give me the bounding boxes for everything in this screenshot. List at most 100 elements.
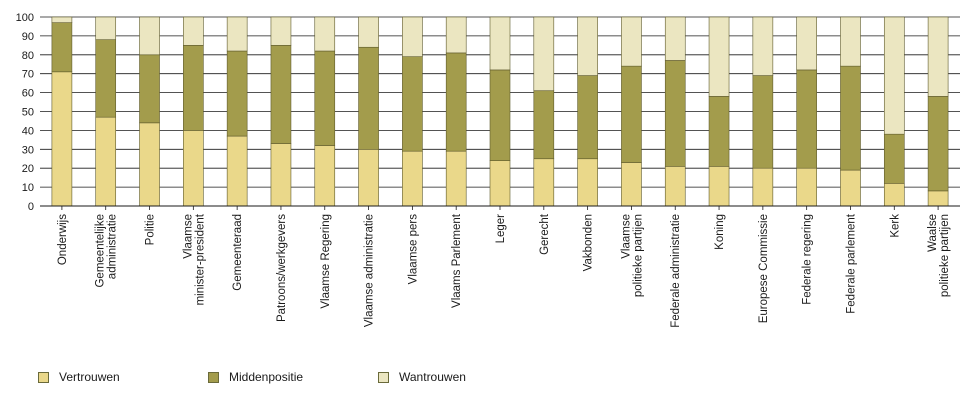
bar-segment-middenpositie: [139, 54, 160, 124]
x-tick-label: Waalse politieke partijen: [927, 214, 951, 297]
bar-segment-vertrouwen: [577, 158, 598, 207]
bar-segment-middenpositie: [270, 45, 292, 144]
bar-segment-middenpositie: [664, 60, 686, 167]
x-tick-label: Koning: [714, 214, 726, 250]
bar-segment-vertrouwen: [533, 158, 555, 207]
y-tick-label: 100: [16, 12, 34, 24]
bar-segment-vertrouwen: [708, 166, 730, 207]
bar-segment-vertrouwen: [796, 167, 817, 207]
x-tick-label: Vlaamse administratie: [364, 214, 376, 327]
x-tick-label-line: Vlaams Parlement: [451, 213, 463, 308]
bar-segment-middenpositie: [577, 75, 598, 160]
x-tick-label-line: Europese Commissie: [758, 214, 770, 323]
x-tick-label: Vlaamse pers: [407, 214, 419, 285]
bar-segment-wantrouwen: [139, 16, 160, 56]
bar-segment-middenpositie: [840, 65, 861, 171]
x-tick-label-line: minister-president: [194, 213, 206, 305]
y-tick-label: 0: [28, 201, 34, 213]
x-tick-label: Federale administratie: [670, 214, 682, 328]
bar-segment-middenpositie: [445, 52, 467, 152]
x-tick-label: Federale parlement: [845, 213, 857, 314]
bar-segment-vertrouwen: [183, 130, 204, 207]
bar-segment-wantrouwen: [445, 16, 467, 54]
x-tick-label: Patroons/werkgevers: [276, 214, 288, 322]
bar-segment-middenpositie: [358, 46, 379, 150]
bar-segment-vertrouwen: [489, 160, 511, 207]
y-tick-label: 60: [22, 88, 34, 100]
bar-segment-vertrouwen: [752, 167, 774, 207]
bar-segment-vertrouwen: [314, 145, 336, 207]
y-tick-label: 40: [22, 125, 34, 137]
x-tick-label-line: Vlaamse: [182, 214, 194, 259]
x-tick-label-line: Gemeenteraad: [232, 214, 244, 291]
x-tick-label-line: administratie: [107, 214, 119, 279]
x-tick-label-line: Federale regering: [802, 214, 814, 305]
bars: [51, 16, 949, 207]
bar-segment-wantrouwen: [51, 16, 73, 23]
x-tick-label-line: Onderwijs: [57, 214, 69, 265]
bar-segment-wantrouwen: [358, 16, 379, 48]
x-tick-label: Gemeentelijke administratie: [95, 214, 119, 288]
bar-segment-wantrouwen: [577, 16, 598, 76]
y-tick-label: 50: [22, 107, 34, 119]
x-tick-label-line: Vlaamse administratie: [364, 214, 376, 327]
x-tick-label-line: Federale administratie: [670, 214, 682, 328]
x-tick-label-line: Vlaamse: [620, 214, 632, 259]
bar-segment-wantrouwen: [752, 16, 774, 76]
x-tick-label-line: Waalse: [927, 214, 939, 252]
x-tick-label: Vakbonden: [583, 214, 595, 271]
legend-label-vertrouwen: Vertrouwen: [59, 370, 120, 384]
x-tick-label: Politie: [145, 214, 157, 245]
x-tick-label-line: Gerecht: [539, 213, 551, 255]
x-tick-label: Europese Commissie: [758, 214, 770, 323]
bar-segment-middenpositie: [95, 39, 117, 118]
x-tick-label: Vlaamse minister-president: [182, 213, 206, 305]
x-tick-label-line: politieke partijen: [632, 214, 644, 297]
bar-segment-wantrouwen: [489, 16, 511, 71]
legend-swatch-wantrouwen: [378, 371, 389, 383]
legend-item-vertrouwen: Vertrouwen: [38, 370, 208, 384]
bar-segment-middenpositie: [883, 133, 905, 184]
bar-segment-vertrouwen: [927, 190, 949, 207]
y-axis: 0 10 20 30 40 50 60 70 80 90 100: [16, 12, 34, 213]
bar-segment-vertrouwen: [270, 143, 292, 207]
legend-item-wantrouwen: Wantrouwen: [378, 370, 548, 384]
bar-segment-middenpositie: [621, 65, 642, 163]
x-tick-label-line: politieke partijen: [939, 214, 951, 297]
bar-segment-wantrouwen: [708, 16, 730, 97]
x-tick-label: Vlaamse Regering: [320, 214, 332, 309]
bar-segment-wantrouwen: [796, 16, 817, 71]
x-tick-label: Federale regering: [802, 214, 814, 305]
legend-label-middenpositie: Middenpositie: [229, 370, 304, 384]
bar-segment-wantrouwen: [270, 16, 292, 46]
bar-segment-middenpositie: [183, 45, 204, 131]
x-tick-label: Vlaams Parlement: [451, 213, 463, 308]
bar-segment-vertrouwen: [139, 122, 160, 207]
x-tick-label-line: Politie: [145, 214, 157, 245]
bar-segment-wantrouwen: [664, 16, 686, 61]
bar-segment-vertrouwen: [883, 183, 905, 207]
bar-segment-middenpositie: [708, 96, 730, 167]
bar-segment-middenpositie: [314, 50, 336, 146]
bar-segment-vertrouwen: [51, 71, 73, 207]
x-tick-label-line: Koning: [714, 214, 726, 250]
bar-segment-middenpositie: [226, 50, 248, 137]
bar-segment-vertrouwen: [664, 166, 686, 207]
bar-segment-wantrouwen: [621, 16, 642, 67]
x-axis: Onderwijs Gemeentelijke administratie Polit…: [40, 205, 960, 328]
bar-segment-vertrouwen: [95, 116, 117, 207]
x-tick-label-line: Federale parlement: [845, 213, 857, 314]
stacked-bar-chart: 0 10 20 30 40 50 60 70 80 90 100 Onderwijs Gemeente…: [16, 12, 960, 328]
y-tick-label: 70: [22, 69, 34, 81]
x-tick-label-line: Patroons/werkgevers: [276, 214, 288, 322]
bar-segment-wantrouwen: [226, 16, 248, 52]
bar-segment-wantrouwen: [95, 16, 117, 40]
bar-segment-middenpositie: [402, 56, 423, 152]
bar-segment-vertrouwen: [402, 150, 423, 207]
legend-item-middenpositie: Middenpositie: [208, 370, 378, 384]
bar-segment-vertrouwen: [621, 162, 642, 207]
x-tick-label-line: Vakbonden: [583, 214, 595, 271]
y-tick-label: 10: [22, 182, 34, 194]
x-tick-label: Gemeenteraad: [232, 214, 244, 291]
